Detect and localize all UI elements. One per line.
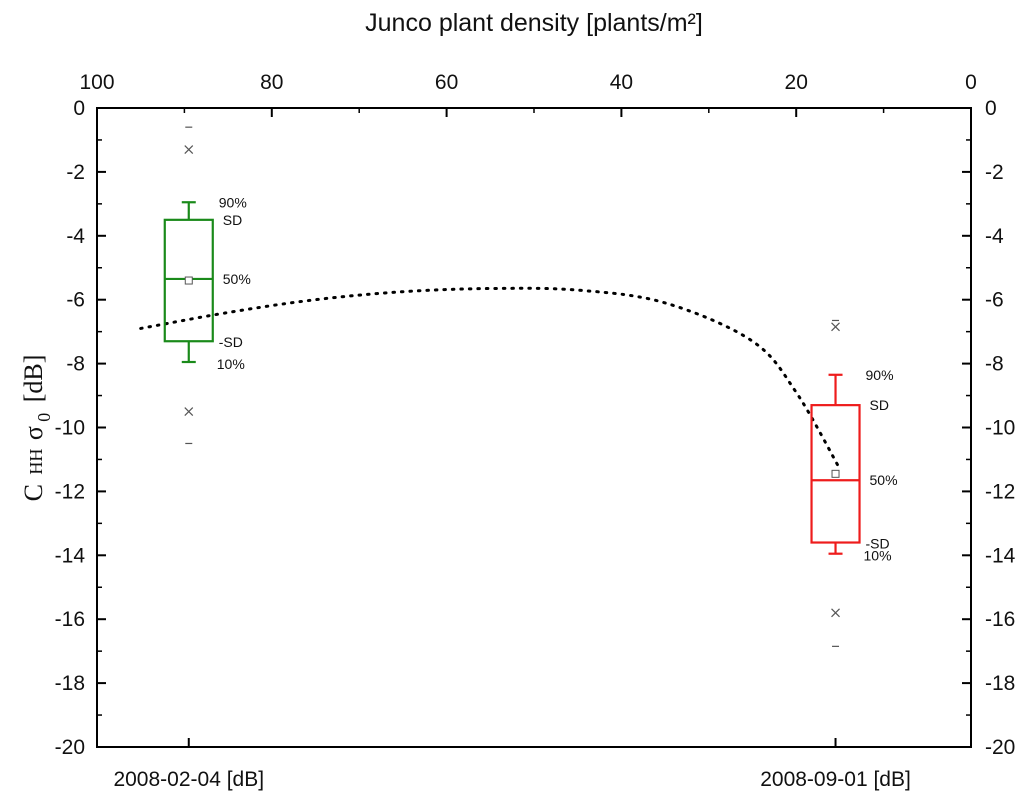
y-tick-label-left: 0 [73,97,85,120]
top-axis-title: Junco plant density [plants/m²] [365,9,703,37]
y-tick-label-right: -12 [985,480,1015,503]
top-tick-label: 80 [260,71,283,94]
category-label: 2008-02-04 [dB] [113,768,264,791]
y-tick-label-right: -6 [985,289,1004,312]
label-p10: 10% [864,548,892,564]
label-p50: 50% [223,271,251,287]
y-axis-title-unit: [dB] [19,355,48,403]
y-tick-label-right: -4 [985,225,1004,248]
y-tick-label-right: -2 [985,161,1004,184]
y-tick-label-right: -16 [985,608,1015,631]
y-axis-title-sym: σ [19,426,48,440]
y-tick-label-left: -20 [55,736,85,759]
box-1: 2008-02-04 [dB] 90% SD 50% -SD 10% [113,126,264,791]
label-minus-sd: -SD [866,536,890,552]
label-sd: SD [870,397,889,413]
y-tick-label-right: -20 [985,736,1015,759]
top-tick-label: 40 [610,71,633,94]
y-tick-label-right: -10 [985,417,1015,440]
mean-marker [184,276,193,285]
y-tick-label-right: -8 [985,353,1004,376]
outlier-x-marker [831,322,840,332]
y-tick-label-left: -10 [55,417,85,440]
outlier-x-marker [184,407,194,416]
y-axis-title-sub: 0 [34,413,54,422]
y-tick-label-left: -6 [66,289,85,312]
outlier-x-marker [831,608,840,618]
label-minus-sd: -SD [219,334,243,350]
y-tick-label-left: -4 [66,225,85,248]
y-axis-title-main: C [19,484,48,501]
top-tick-label: 100 [79,71,114,94]
y-tick-label-right: -18 [985,672,1015,695]
top-tick-label: 20 [785,71,808,94]
label-p50: 50% [870,472,898,488]
y-axis-title: C HH σ 0 [dB] [19,355,54,502]
y-tick-label-left: -8 [66,353,85,376]
label-sd: SD [223,212,242,228]
outlier-x-marker [184,145,194,154]
y-tick-label-left: -18 [55,672,85,695]
y-tick-label-left: -16 [55,608,85,631]
label-p90: 90% [866,367,894,383]
y-tick-label-left: -14 [55,544,86,567]
svg-text:C HH σ 0: C HH σ 0 [dB] [19,355,54,502]
label-p10: 10% [217,356,245,372]
y-axis-title-pol: HH [26,449,46,475]
y-tick-label-left: -2 [66,161,85,184]
y-tick-label-right: 0 [985,97,997,120]
top-tick-label: 0 [965,71,977,94]
trend-line [139,286,842,471]
mean-marker [831,469,840,478]
y-tick-label-right: -14 [985,544,1016,567]
category-label: 2008-09-01 [dB] [760,768,911,791]
top-tick-label: 60 [435,71,458,94]
y-tick-label-left: -12 [55,480,85,503]
label-p90: 90% [219,194,247,210]
